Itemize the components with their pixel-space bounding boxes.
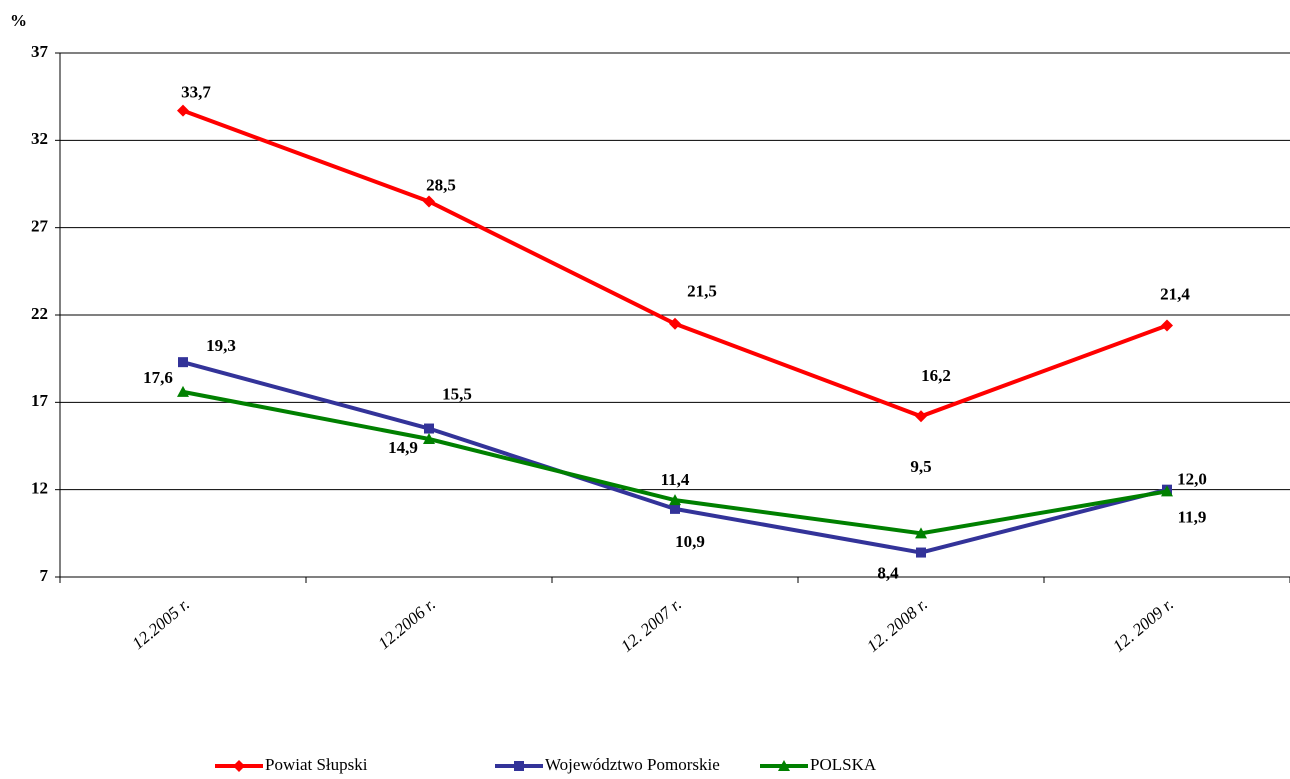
data-point [916, 547, 926, 558]
y-tick-label: 27 [31, 217, 49, 236]
data-point [1161, 485, 1173, 497]
data-label: 15,5 [442, 384, 472, 403]
legend-label: POLSKA [810, 755, 877, 774]
data-point [669, 494, 681, 506]
data-point [177, 385, 189, 397]
data-label: 21,4 [1160, 284, 1190, 303]
x-tick-label: 12. 2008 r. [863, 595, 931, 656]
data-label: 17,6 [143, 368, 173, 387]
legend-marker [514, 761, 524, 771]
series-line [182, 360, 1168, 555]
x-tick-label: 12.2006 r. [374, 595, 439, 654]
data-point [424, 423, 434, 434]
data-label: 28,5 [426, 175, 456, 194]
data-point [915, 527, 927, 539]
data-point [423, 195, 435, 208]
series-line [182, 108, 1168, 419]
legend-marker [778, 760, 790, 771]
data-point [423, 433, 435, 445]
x-tick-label: 12.2005 r. [128, 595, 193, 654]
data-point [915, 410, 927, 423]
data-label: 21,5 [687, 282, 717, 301]
legend-label: Powiat Słupski [265, 755, 368, 774]
data-label: 16,2 [921, 366, 951, 385]
legend-marker [233, 760, 245, 772]
data-label: 14,9 [388, 438, 418, 457]
x-tick-label: 12. 2009 r. [1109, 595, 1177, 656]
data-point [178, 357, 188, 368]
data-label: 9,5 [910, 457, 931, 476]
y-axis-label: % [10, 11, 27, 30]
y-tick-label: 37 [31, 42, 49, 61]
legend-label: Województwo Pomorskie [545, 755, 720, 774]
y-tick-label: 32 [31, 129, 48, 148]
data-label: 19,3 [206, 336, 236, 355]
data-label: 8,4 [877, 563, 899, 582]
x-tick-label: 12. 2007 r. [617, 595, 685, 656]
data-label: 11,9 [1178, 507, 1207, 526]
data-label: 11,4 [661, 470, 690, 489]
data-label: 10,9 [675, 532, 705, 551]
data-point [1161, 319, 1173, 332]
data-point [669, 317, 681, 330]
data-label: 33,7 [181, 83, 211, 102]
data-label: 12,0 [1177, 470, 1207, 489]
y-tick-label: 22 [31, 304, 48, 323]
y-tick-label: 12 [31, 479, 48, 498]
data-point [177, 104, 189, 117]
y-tick-label: 17 [31, 391, 49, 410]
y-tick-label: 7 [40, 566, 49, 585]
data-point [670, 503, 680, 514]
